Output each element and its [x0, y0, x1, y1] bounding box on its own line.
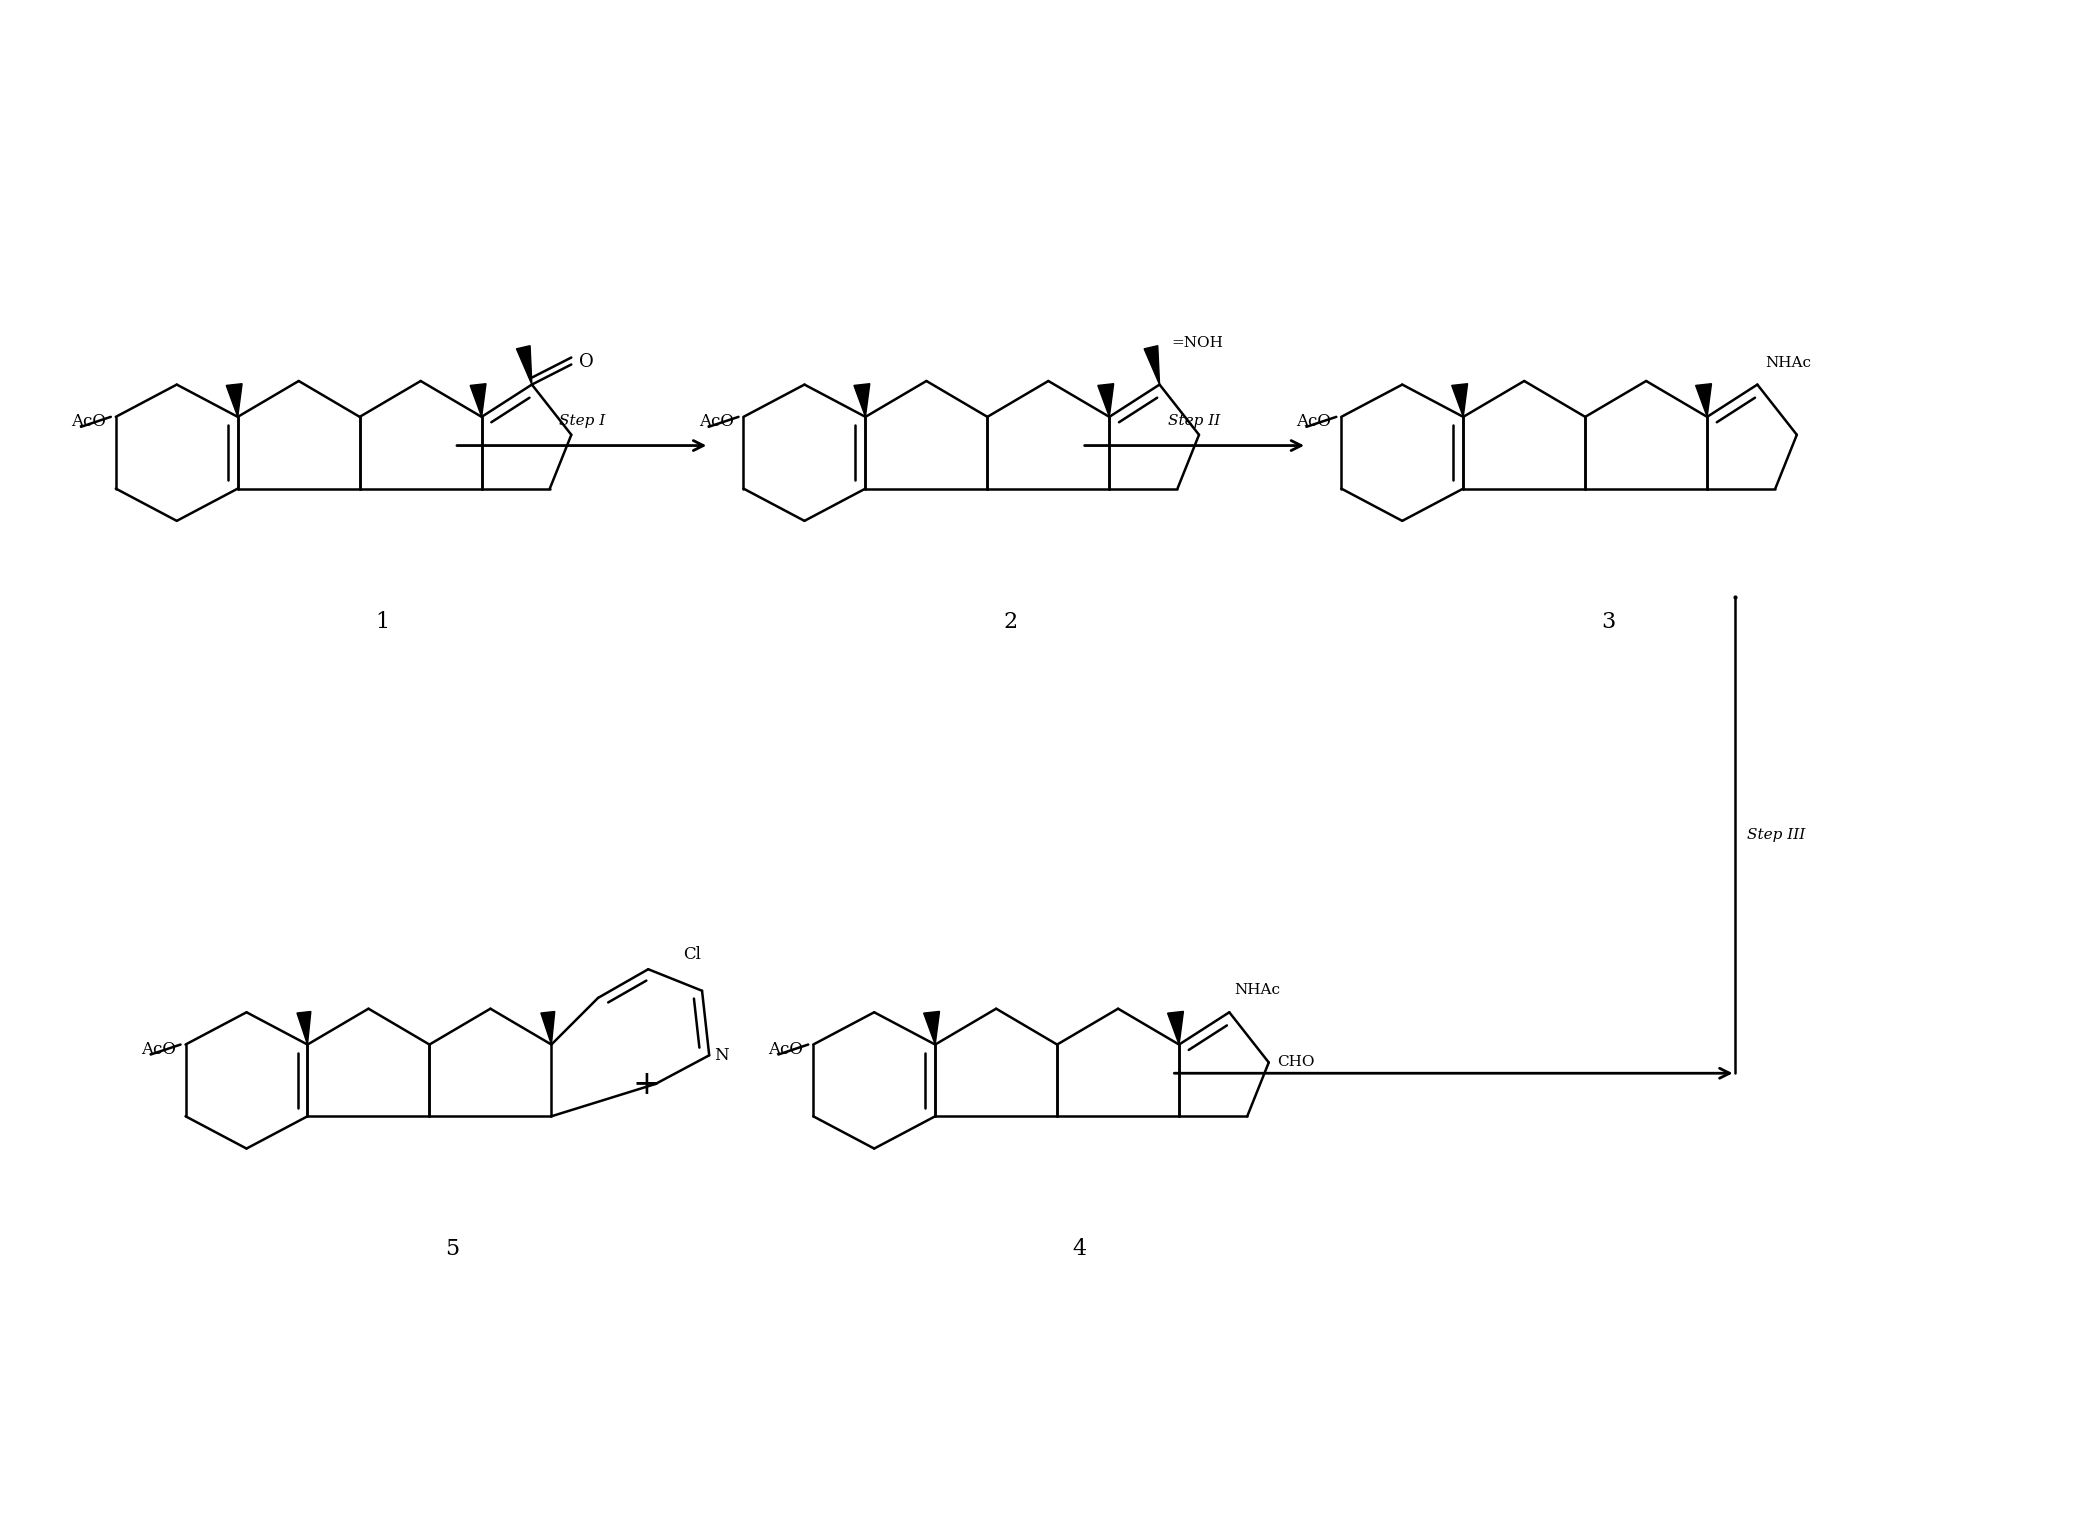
Polygon shape — [1168, 1011, 1183, 1045]
Text: 4: 4 — [1073, 1239, 1087, 1260]
Polygon shape — [1098, 384, 1114, 417]
Text: Step II: Step II — [1168, 414, 1220, 428]
Polygon shape — [516, 346, 532, 385]
Polygon shape — [297, 1011, 312, 1045]
Polygon shape — [541, 1011, 555, 1045]
Text: NHAc: NHAc — [1235, 984, 1281, 998]
Polygon shape — [854, 384, 869, 417]
Text: N: N — [715, 1048, 730, 1064]
Text: Cl: Cl — [684, 946, 701, 963]
Text: 2: 2 — [1002, 611, 1017, 632]
Text: Step I: Step I — [559, 414, 605, 428]
Text: CHO: CHO — [1277, 1055, 1314, 1069]
Text: +: + — [632, 1069, 661, 1101]
Text: 3: 3 — [1601, 611, 1615, 632]
Text: AcO: AcO — [1297, 414, 1331, 431]
Text: Step III: Step III — [1746, 828, 1807, 841]
Text: NHAc: NHAc — [1765, 356, 1811, 370]
Polygon shape — [1696, 384, 1711, 417]
Polygon shape — [227, 384, 241, 417]
Polygon shape — [470, 384, 486, 417]
Polygon shape — [1451, 384, 1468, 417]
Text: AcO: AcO — [71, 414, 106, 431]
Text: 1: 1 — [376, 611, 389, 632]
Text: AcO: AcO — [699, 414, 734, 431]
Polygon shape — [923, 1011, 940, 1045]
Text: =NOH: =NOH — [1170, 335, 1222, 350]
Text: AcO: AcO — [769, 1041, 802, 1058]
Text: 5: 5 — [445, 1239, 459, 1260]
Text: O: O — [580, 353, 595, 371]
Polygon shape — [1143, 346, 1160, 385]
Text: AcO: AcO — [141, 1041, 175, 1058]
